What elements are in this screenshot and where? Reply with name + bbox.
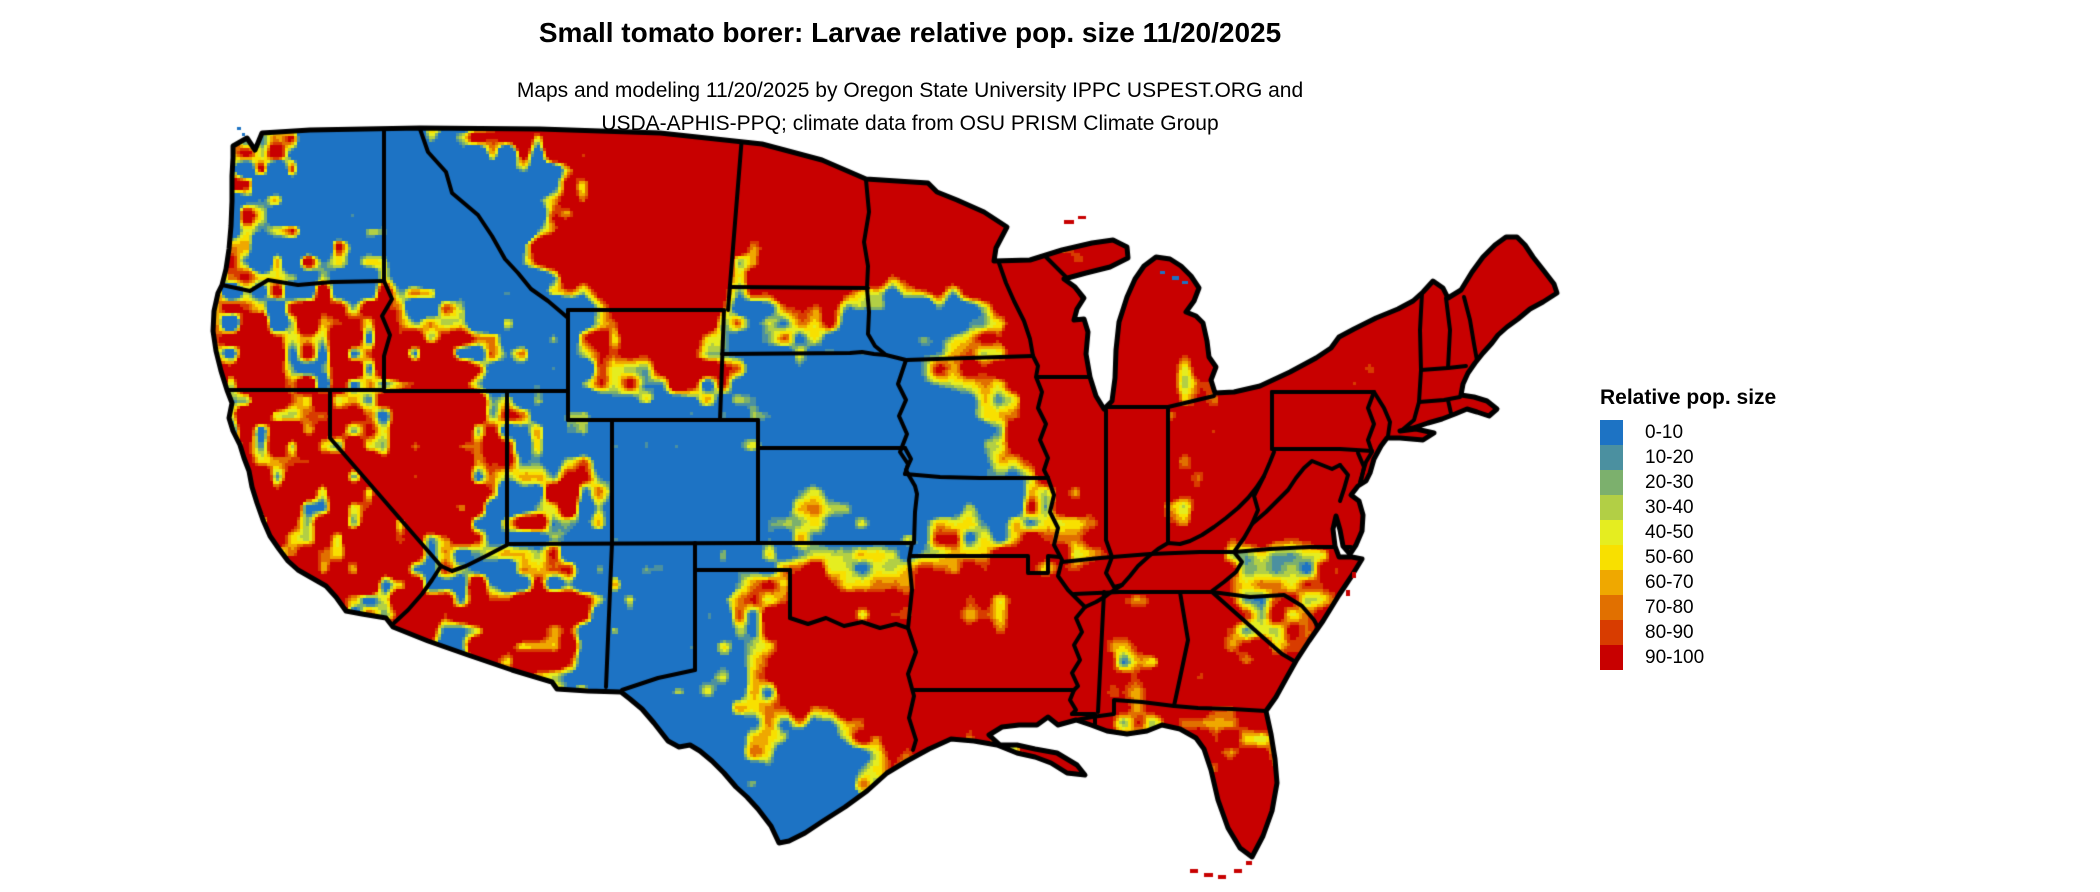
legend-label: 0-10 — [1645, 422, 1684, 443]
legend-label: 10-20 — [1645, 447, 1694, 468]
legend-swatch — [1600, 570, 1623, 595]
legend-label: 90-100 — [1645, 647, 1705, 668]
legend-label: 70-80 — [1645, 597, 1694, 618]
legend: Relative pop. size 0-10 10-20 20-30 30-40 40… — [1600, 386, 1776, 670]
legend-swatch — [1600, 520, 1623, 545]
legend-item: 50-60 — [1600, 545, 1776, 570]
legend-item: 40-50 — [1600, 520, 1776, 545]
map-subtitle: Maps and modeling 11/20/2025 by Oregon S… — [0, 74, 1820, 140]
legend-swatch — [1600, 595, 1623, 620]
legend-item: 30-40 — [1600, 495, 1776, 520]
legend-swatch — [1600, 420, 1623, 445]
page-title: Small tomato borer: Larvae relative pop.… — [538, 17, 1282, 48]
legend-swatch — [1600, 470, 1623, 495]
legend-label: 50-60 — [1645, 547, 1694, 568]
legend-label: 40-50 — [1645, 522, 1694, 543]
legend-label: 80-90 — [1645, 622, 1694, 643]
legend-item: 80-90 — [1600, 620, 1776, 645]
map-header: Small tomato borer: Larvae relative pop.… — [0, 16, 1820, 140]
map-subtitle-line1: Maps and modeling 11/20/2025 by Oregon S… — [516, 79, 1304, 102]
legend-item: 60-70 — [1600, 570, 1776, 595]
legend-label: 20-30 — [1645, 472, 1694, 493]
legend-swatch — [1600, 620, 1623, 645]
legend-item: 10-20 — [1600, 445, 1776, 470]
legend-swatch — [1600, 645, 1623, 670]
legend-label: 60-70 — [1645, 572, 1694, 593]
legend-swatch — [1600, 495, 1623, 520]
legend-item: 20-30 — [1600, 470, 1776, 495]
legend-label: 30-40 — [1645, 497, 1694, 518]
legend-item: 0-10 — [1600, 420, 1776, 445]
legend-swatch — [1600, 545, 1623, 570]
map-subtitle-line2: USDA-APHIS-PPQ; climate data from OSU PR… — [601, 112, 1219, 135]
legend-item: 90-100 — [1600, 645, 1776, 670]
legend-rows: 0-10 10-20 20-30 30-40 40-50 50-60 60-70 70-80 8… — [1600, 420, 1776, 670]
legend-title: Relative pop. size — [1600, 386, 1777, 409]
legend-item: 70-80 — [1600, 595, 1776, 620]
legend-swatch — [1600, 445, 1623, 470]
